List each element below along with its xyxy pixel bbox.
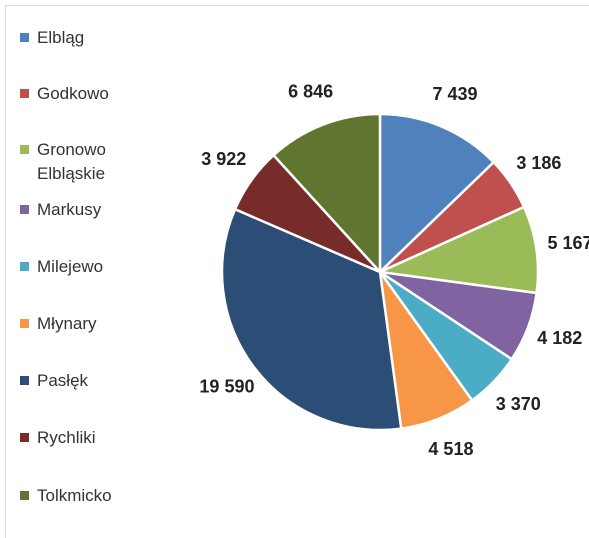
data-label: 3 922 [201, 149, 246, 169]
legend-item: Młynary [20, 312, 180, 336]
legend-item: Elbląg [20, 26, 180, 50]
legend-label: Młynary [37, 314, 97, 333]
legend-swatch [20, 376, 29, 385]
legend-label: Gronowo Elbląskie [37, 140, 106, 183]
legend-swatch [20, 491, 29, 500]
legend-swatch [20, 433, 29, 442]
legend-swatch [20, 205, 29, 214]
legend-item: Godkowo [20, 82, 180, 106]
legend-label: Elbląg [37, 28, 85, 47]
legend-swatch [20, 145, 29, 154]
data-label: 4 518 [428, 439, 473, 459]
data-label: 19 590 [199, 377, 254, 397]
legend-swatch [20, 262, 29, 271]
pie-slice [271, 112, 382, 276]
legend-swatch [20, 319, 29, 328]
pie-slice [220, 207, 403, 432]
legend-label: Markusy [37, 200, 102, 219]
legend-swatch [20, 33, 29, 42]
legend-label: Rychliki [37, 428, 96, 447]
data-label: 7 439 [432, 84, 477, 104]
data-label: 6 846 [288, 82, 333, 102]
chart-frame [5, 5, 589, 538]
legend-label: Milejewo [37, 257, 104, 276]
legend-label: Pasłęk [37, 371, 89, 390]
legend-item: Milejewo [20, 255, 180, 279]
legend-item: Pasłęk [20, 369, 180, 393]
legend-item: Tolkmicko [20, 484, 180, 508]
data-label: 3 186 [516, 153, 561, 173]
data-label: 3 370 [496, 394, 541, 414]
legend-item: Gronowo Elbląskie [20, 138, 180, 186]
legend-label: Godkowo [37, 84, 109, 103]
pie-slice [378, 112, 496, 275]
pie-slice [375, 205, 540, 295]
data-label: 5 167 [547, 233, 589, 253]
data-label: 4 182 [537, 328, 582, 348]
legend-item: Rychliki [20, 426, 180, 450]
legend-item: Markusy [20, 198, 180, 222]
legend-swatch [20, 89, 29, 98]
legend-label: Tolkmicko [37, 486, 112, 505]
